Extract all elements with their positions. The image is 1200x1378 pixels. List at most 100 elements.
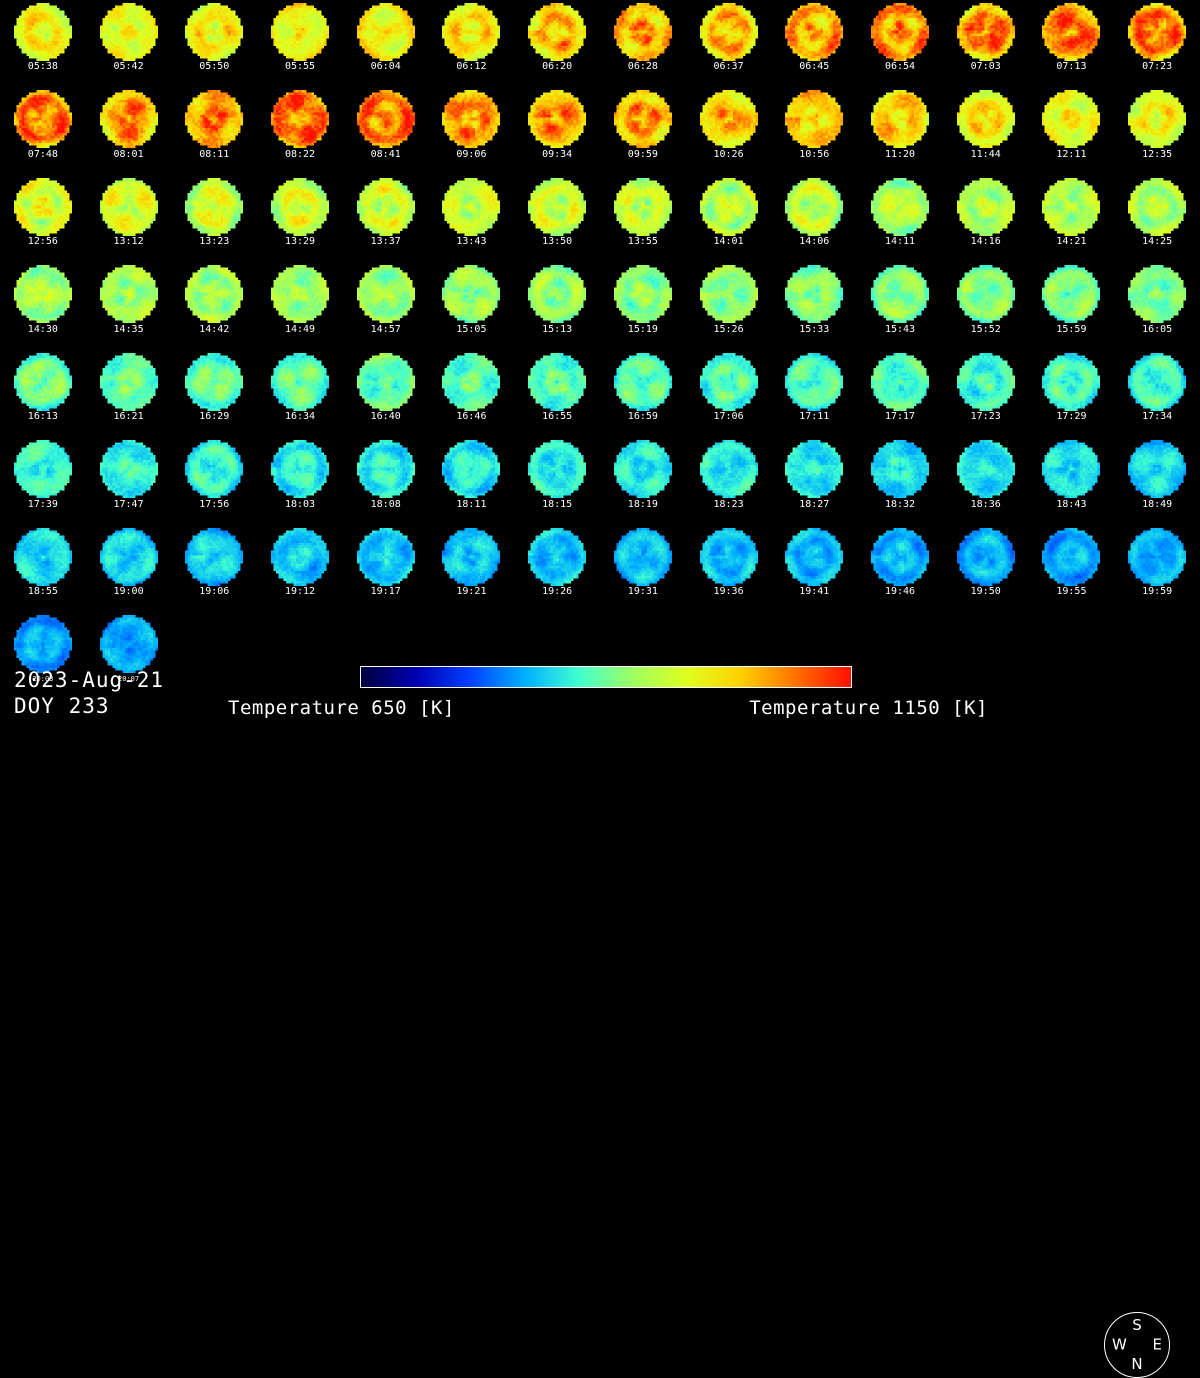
disk-panel: 18:55 [0,525,86,613]
disk-timestamp-label: 14:16 [970,236,1001,247]
disk-timestamp-label: 19:46 [884,586,916,597]
disk-temperature-map [13,2,72,61]
disk-temperature-map [270,90,329,148]
disk-timestamp-label: 17:29 [1056,411,1087,422]
disk-temperature-map [956,352,1015,411]
disk-temperature-map [956,527,1015,586]
disk-panel: 16:05 [1114,263,1200,351]
disk-panel: 14:16 [943,175,1029,263]
disk-image [257,263,343,326]
disk-image [857,438,943,501]
disk-timestamp-label: 14:21 [1056,236,1087,247]
disk-temperature-map [785,2,844,61]
disk-timestamp-label: 19:31 [627,586,658,597]
disk-panel: 19:46 [857,525,943,613]
disk-image [771,175,857,238]
disk-panel: 17:29 [1029,350,1115,438]
disk-panel: 07:23 [1114,0,1200,88]
disk-image [1114,263,1200,326]
disk-panel: 13:50 [514,175,600,263]
disk-temperature-map [13,352,72,411]
disk-timestamp-label: 07:03 [970,61,1001,72]
disk-temperature-map [613,2,672,61]
disk-temperature-map [956,265,1015,323]
disk-panel: 16:29 [171,350,257,438]
disk-panel: 14:30 [0,263,86,351]
compass-east-label: E [1152,1335,1162,1354]
disk-temperature-map [185,177,244,236]
disk-timestamp-label: 07:13 [1056,61,1087,72]
disk-temperature-map [99,352,158,411]
disk-image [686,88,772,151]
disk-panel: 15:26 [686,263,772,351]
disk-panel: 05:42 [86,0,172,88]
disk-panel: 17:17 [857,350,943,438]
disk-timestamp-label: 06:04 [370,61,401,72]
disk-panel: 06:37 [686,0,772,88]
disk-timestamp-label: 19:00 [113,586,144,597]
disk-panel: 13:23 [171,175,257,263]
disk-timestamp-label: 12:56 [27,236,58,247]
disk-image [429,88,515,151]
disk-temperature-map [1042,177,1101,236]
disk-timestamp-label: 07:48 [27,148,58,160]
disk-temperature-map [613,527,672,586]
disk-panel: 16:13 [0,350,86,438]
disk-timestamp-label: 18:08 [370,498,401,510]
disk-temperature-map [99,177,158,236]
disk-timestamp-label: 12:35 [1142,148,1173,160]
disk-panel: 15:59 [1029,263,1115,351]
disk-image [86,88,172,151]
disk-image [600,263,686,326]
disk-image [771,438,857,501]
disk-panel: 13:43 [429,175,515,263]
disk-image [686,0,772,63]
disk-image [514,175,600,238]
disk-timestamp-label: 16:29 [199,411,230,422]
disk-timestamp-label: 19:36 [713,586,744,597]
disk-image [343,0,429,63]
disk-image [600,0,686,63]
disk-panel: 09:59 [600,88,686,176]
disk-temperature-map [99,90,158,148]
disk-image [1114,88,1200,151]
disk-image [171,525,257,588]
disk-panel: 06:54 [857,0,943,88]
disk-panel: 19:50 [943,525,1029,613]
disk-timestamp-label: 15:19 [627,323,658,335]
disk-temperature-map [185,265,244,323]
disk-panel: 19:55 [1029,525,1115,613]
disk-temperature-map [1042,2,1101,61]
disk-panel: 05:38 [0,0,86,88]
disk-temperature-map [185,2,244,61]
disk-temperature-map [870,352,929,411]
disk-image [771,88,857,151]
disk-image [86,613,172,676]
disk-image [86,175,172,238]
disk-image [343,525,429,588]
disk-temperature-map [528,90,587,148]
disk-timestamp-label: 08:41 [370,148,401,160]
date-annotation: 2023-Aug-21 DOY 233 [14,667,164,719]
disk-panel: 15:52 [943,263,1029,351]
disk-image [1029,263,1115,326]
disk-temperature-map [13,527,72,586]
disk-timestamp-label: 05:38 [27,61,58,72]
disk-image [257,525,343,588]
disk-panel: 07:13 [1029,0,1115,88]
disk-image [943,0,1029,63]
disk-panel: 16:46 [429,350,515,438]
disk-image [257,175,343,238]
disk-temperature-map [528,352,587,411]
disk-timestamp-label: 19:06 [199,586,230,597]
disk-image [343,438,429,501]
disk-timestamp-label: 17:47 [113,498,144,510]
figure-footer: 2023-Aug-21 DOY 233 Temperature 650 [K] … [0,648,1200,1378]
disk-image [600,175,686,238]
disk-timestamp-label: 19:41 [799,586,830,597]
disk-image [429,438,515,501]
disk-temperature-map [699,2,758,61]
colorbar [360,666,852,688]
disk-panel: 13:55 [600,175,686,263]
disk-image [600,350,686,413]
